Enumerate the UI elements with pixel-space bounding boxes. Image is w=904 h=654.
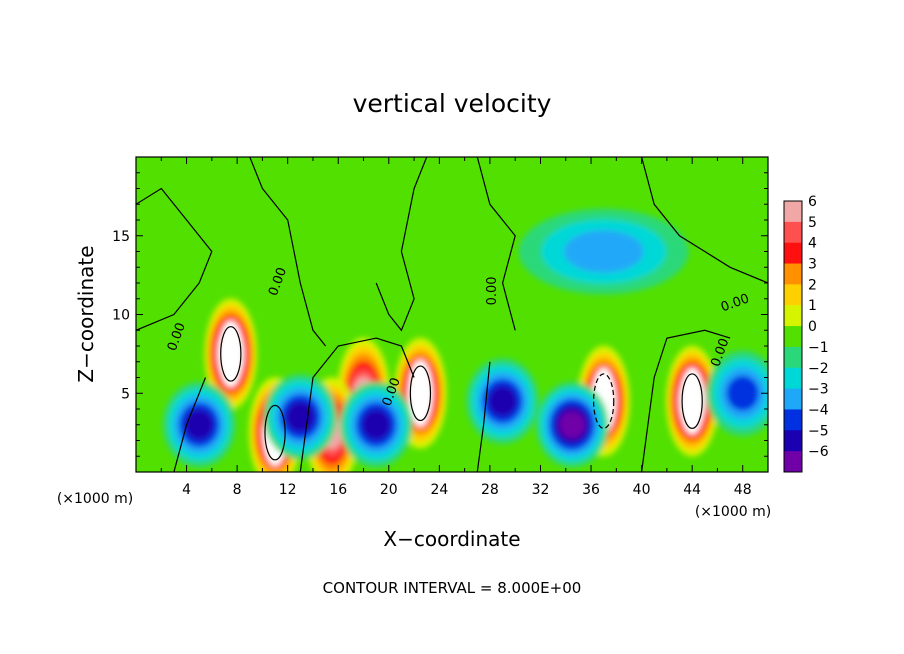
colorbar-label: 6 — [808, 194, 817, 210]
colorbar-swatch — [784, 284, 802, 306]
field-level — [184, 409, 214, 441]
colorbar-label: 5 — [808, 215, 817, 231]
y-axis-ticks: 5 10 15 — [112, 172, 768, 457]
colorbar-swatch — [784, 305, 802, 327]
colorbar-label: −2 — [808, 361, 829, 377]
zero-contour — [249, 157, 327, 347]
zero-contour — [476, 361, 491, 472]
y-axis-label: Z−coordinate — [74, 245, 98, 382]
x-tick-label: 8 — [233, 482, 242, 498]
field-feature — [706, 350, 768, 437]
field-feature — [263, 374, 337, 460]
field-level — [361, 409, 391, 441]
colorbar-swatch — [784, 430, 802, 452]
field-level — [559, 411, 586, 439]
x-axis-label: X−coordinate — [383, 527, 520, 551]
colorbar-swatch — [784, 263, 802, 285]
colorbar-label: −6 — [808, 444, 829, 460]
colorbar-label: −5 — [808, 423, 829, 439]
colorbar-label: −3 — [808, 382, 829, 398]
colorbar-label: 3 — [808, 257, 817, 273]
field-core — [408, 360, 433, 427]
field-feature — [535, 381, 609, 468]
zero-contour — [299, 337, 415, 472]
zero-contour — [641, 329, 731, 472]
colorbar-label: −1 — [808, 340, 829, 356]
zero-contour — [375, 157, 428, 332]
colorbar-swatch — [784, 367, 802, 390]
x-tick-label: 12 — [279, 482, 297, 498]
colorbar: 6 5 4 3 2 1 0 −1 −2 −3 −4 −5 −6 — [783, 194, 829, 473]
zero-contour — [641, 157, 768, 284]
x-tick-label: 32 — [532, 482, 550, 498]
zero-contour — [476, 157, 516, 331]
x-tick-label: 16 — [329, 482, 347, 498]
contour-line — [681, 373, 703, 429]
contour-interval-note: CONTOUR INTERVAL = 8.000E+00 — [323, 579, 582, 597]
colorbar-swatch — [784, 242, 802, 265]
colorbar-label: 1 — [808, 298, 817, 314]
x-unit-label: (×1000 m) — [695, 504, 771, 520]
x-tick-label: 4 — [182, 482, 191, 498]
field-level — [488, 385, 517, 417]
contour-lines — [136, 157, 768, 472]
colorbar-label: 4 — [808, 236, 817, 252]
x-tick-label: 48 — [734, 482, 752, 498]
zero-contour — [173, 377, 207, 472]
contour-line — [592, 373, 615, 429]
contour-line — [409, 365, 432, 422]
x-tick-label: 40 — [633, 482, 651, 498]
colorbar-swatch — [784, 346, 802, 369]
y-unit-label: (×1000 m) — [57, 491, 133, 507]
field-core — [218, 320, 243, 388]
x-tick-label: 44 — [683, 482, 701, 498]
colorbar-frame — [783, 200, 803, 473]
y-tick-label: 5 — [121, 386, 130, 402]
y-tick-label: 10 — [112, 308, 130, 324]
y-tick-label: 15 — [112, 229, 130, 245]
contour-line — [264, 404, 286, 461]
colorbar-swatch — [784, 201, 802, 223]
x-axis-ticks: 4 8 12 16 20 24 28 32 36 40 44 48 — [160, 157, 752, 498]
colorbar-label: 0 — [808, 319, 817, 335]
x-tick-label: 24 — [430, 482, 448, 498]
field-level — [726, 375, 759, 411]
field-level — [563, 230, 644, 273]
x-tick-label: 36 — [582, 482, 600, 498]
colorbar-swatch — [784, 388, 802, 410]
field-level — [286, 401, 315, 433]
contour-line — [220, 326, 242, 382]
colorbar-label: −4 — [808, 402, 829, 418]
field-feature — [466, 358, 539, 444]
field-core — [680, 367, 705, 435]
colorbar-label: 2 — [808, 277, 817, 293]
contour-label: 0.00 — [485, 276, 500, 305]
plot-area — [136, 157, 768, 472]
colorbar-swatch — [784, 409, 802, 431]
field-shading — [162, 208, 768, 472]
zero-contour — [136, 187, 213, 331]
field-feature — [339, 381, 413, 468]
colorbar-swatch — [784, 451, 802, 473]
chart-title: vertical velocity — [353, 89, 552, 118]
field-feature — [518, 208, 689, 295]
x-tick-label: 20 — [380, 482, 398, 498]
colorbar-swatch — [784, 221, 802, 244]
x-tick-label: 28 — [481, 482, 499, 498]
colorbar-swatch — [784, 326, 802, 348]
